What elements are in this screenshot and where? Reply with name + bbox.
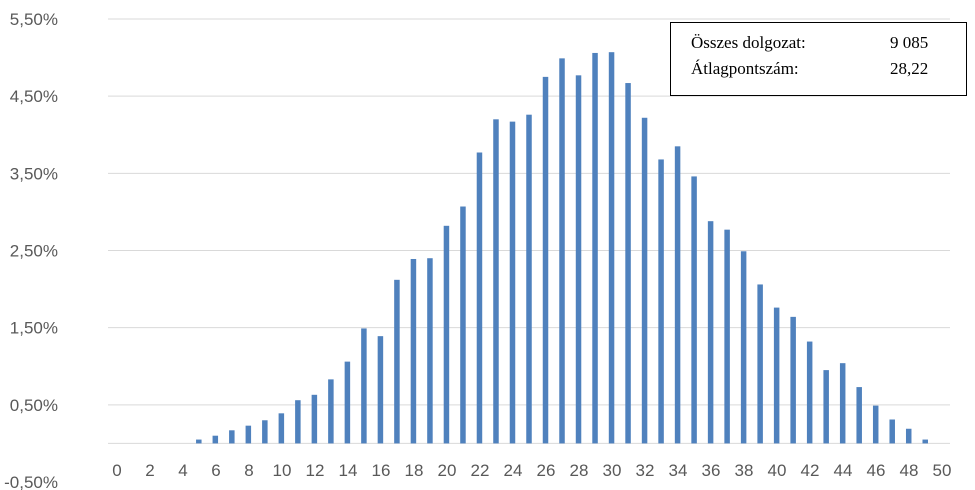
x-tick-label: 28 (570, 461, 589, 480)
bar-score-22 (476, 152, 483, 444)
bar-score-28 (575, 75, 582, 444)
bar-score-34 (674, 146, 681, 444)
x-tick-label: 20 (438, 461, 457, 480)
bar-score-36 (707, 221, 714, 444)
bar-score-37 (724, 229, 730, 444)
bar-score-19 (427, 258, 433, 444)
bar-score-9 (262, 420, 268, 444)
bar-score-23 (493, 119, 499, 444)
x-tick-label: 22 (471, 461, 490, 480)
bar-score-15 (361, 328, 367, 444)
bar-score-46 (872, 405, 879, 444)
bar-score-27 (559, 58, 565, 444)
bar-score-5 (196, 439, 202, 444)
bar-score-11 (295, 400, 301, 444)
bars (196, 52, 928, 444)
summary-average-value: 28,22 (890, 59, 929, 78)
bar-score-20 (443, 225, 450, 444)
y-tick-label: -0,50% (4, 473, 58, 490)
bar-score-44 (839, 363, 846, 444)
bar-score-29 (592, 52, 598, 444)
x-tick-label: 18 (405, 461, 424, 480)
bar-score-48 (905, 428, 912, 444)
summary-row-total: Összes dolgozat: 9 085 (691, 33, 951, 55)
x-axis-ticks: 0 2 4 6 8 10 12 14 16 18 20 22 24 26 28 30 32 34 36 38 40 42 4… (112, 461, 951, 480)
bar-score-21 (460, 206, 466, 444)
bar-score-39 (757, 284, 763, 444)
summary-total-label: Összes dolgozat: (691, 33, 806, 52)
bar-score-32 (641, 117, 648, 444)
x-tick-label: 36 (702, 461, 721, 480)
bar-score-38 (740, 251, 747, 444)
bar-score-35 (691, 176, 697, 444)
x-tick-label: 6 (211, 461, 220, 480)
bar-score-7 (229, 430, 235, 444)
y-tick-label: 2,50% (10, 242, 58, 261)
x-tick-label: 4 (178, 461, 187, 480)
y-tick-label: 0,50% (10, 396, 58, 415)
x-tick-label: 32 (636, 461, 655, 480)
x-tick-label: 46 (867, 461, 886, 480)
summary-average-label: Átlagpontszám: (691, 59, 799, 78)
bar-score-43 (823, 370, 829, 444)
x-tick-label: 44 (834, 461, 853, 480)
bar-score-18 (410, 258, 417, 444)
bar-score-12 (311, 394, 318, 444)
bar-score-26 (542, 76, 549, 444)
x-tick-label: 2 (145, 461, 154, 480)
x-tick-label: 40 (768, 461, 787, 480)
x-tick-label: 48 (900, 461, 919, 480)
y-tick-label: 5,50% (10, 10, 58, 29)
x-tick-label: 38 (735, 461, 754, 480)
x-tick-label: 26 (537, 461, 556, 480)
bar-score-17 (394, 279, 400, 444)
bar-score-8 (245, 425, 252, 444)
bar-score-31 (625, 83, 631, 444)
x-tick-label: 0 (112, 461, 121, 480)
x-tick-label: 30 (603, 461, 622, 480)
x-tick-label: 42 (801, 461, 820, 480)
y-tick-label: 3,50% (10, 164, 58, 183)
bar-score-14 (344, 361, 351, 444)
bar-score-47 (889, 419, 895, 444)
x-tick-label: 12 (306, 461, 325, 480)
bar-score-16 (377, 336, 384, 444)
x-tick-label: 24 (504, 461, 523, 480)
y-axis-ticks: -0,50% 0,50% 1,50% 2,50% 3,50% 4,50% 5,50% (4, 10, 58, 490)
bar-score-13 (328, 379, 334, 444)
y-tick-label: 4,50% (10, 87, 58, 106)
bar-score-42 (806, 341, 813, 444)
bar-score-24 (509, 121, 516, 444)
bar-score-10 (278, 413, 285, 444)
x-tick-label: 10 (273, 461, 292, 480)
x-tick-label: 16 (372, 461, 391, 480)
bar-score-25 (526, 114, 532, 444)
x-tick-label: 8 (244, 461, 253, 480)
bar-score-41 (790, 316, 796, 444)
bar-score-45 (856, 387, 862, 444)
x-tick-label: 50 (933, 461, 952, 480)
bar-score-33 (658, 159, 664, 444)
y-tick-label: 1,50% (10, 319, 58, 338)
x-tick-label: 34 (669, 461, 688, 480)
bar-score-6 (212, 435, 219, 444)
bar-score-40 (773, 307, 780, 444)
bar-score-49 (922, 439, 928, 444)
summary-row-average: Átlagpontszám: 28,22 (691, 59, 951, 81)
bar-score-30 (608, 52, 615, 444)
summary-box: Összes dolgozat: 9 085 Átlagpontszám: 28… (670, 22, 967, 96)
x-tick-label: 14 (339, 461, 358, 480)
summary-total-value: 9 085 (890, 33, 929, 52)
